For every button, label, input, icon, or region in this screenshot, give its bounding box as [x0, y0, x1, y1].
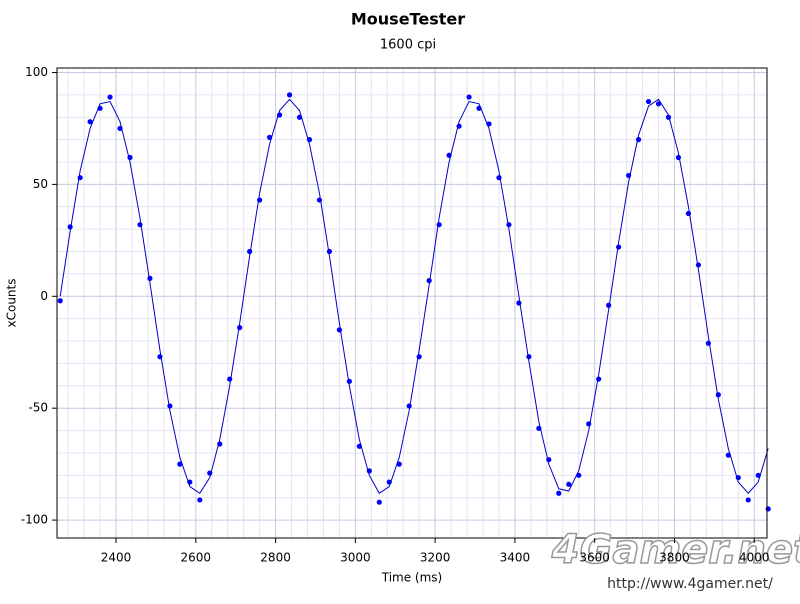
chart-subtitle: 1600 cpi: [380, 38, 436, 53]
data-point: [107, 94, 113, 100]
data-point: [396, 461, 402, 467]
x-tick-label: 2400: [101, 551, 132, 565]
plot-frame: [56, 67, 768, 539]
y-tick-label: -100: [21, 513, 48, 527]
data-point: [516, 300, 522, 306]
x-tick-label: 2800: [260, 551, 291, 565]
x-axis-label: Time (ms): [381, 571, 443, 585]
data-point: [745, 497, 751, 503]
y-tick-label: 100: [25, 65, 48, 79]
watermark: 4Gamer.net: [551, 527, 800, 573]
data-point: [765, 506, 771, 512]
data-point: [436, 222, 442, 228]
data-point: [87, 119, 93, 125]
data-point: [645, 98, 652, 105]
plot: [57, 92, 771, 512]
data-point: [376, 499, 382, 505]
data-point: [177, 461, 183, 467]
x-tick-label: 4000: [739, 551, 770, 565]
data-point: [655, 101, 662, 107]
data-point: [286, 92, 293, 98]
y-tick-label: -50: [28, 401, 48, 415]
x-tick-label: 3000: [340, 551, 371, 565]
data-point: [57, 298, 63, 304]
y-tick-label: 0: [40, 289, 48, 303]
series-line: [59, 98, 769, 494]
grid: [57, 68, 767, 538]
x-tick-label: 3200: [420, 551, 451, 565]
y-axis-label: xCounts: [5, 279, 19, 328]
x-tick-label: 3600: [579, 551, 610, 565]
watermark-url: http://www.4gamer.net/: [607, 576, 773, 592]
data-point: [556, 490, 562, 496]
x-tick-label: 2600: [181, 551, 212, 565]
data-point: [466, 94, 472, 100]
x-tick-label: 3400: [500, 551, 531, 565]
chart-title: MouseTester: [351, 10, 465, 29]
data-point: [197, 497, 203, 503]
x-tick-label: 3800: [659, 551, 690, 565]
data-point: [137, 222, 143, 228]
data-point: [566, 481, 572, 487]
y-tick-label: 50: [33, 177, 48, 191]
